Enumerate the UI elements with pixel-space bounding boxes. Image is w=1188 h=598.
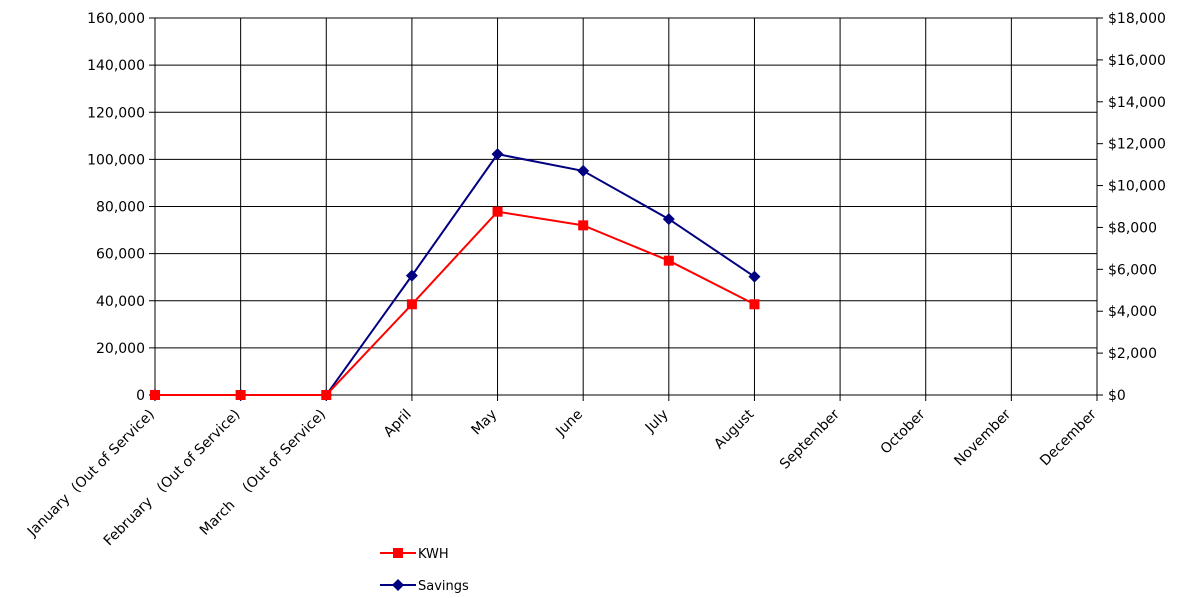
right-y-tick-label: $18,000 [1108, 11, 1166, 27]
legend-item-kwh: KWH [380, 547, 449, 562]
series-line-savings [155, 153, 756, 396]
axes: 0 20,000 40,000 60,000 80,000 100,000 120,000 1… [24, 11, 1166, 549]
right-y-tick-label: $8,000 [1108, 220, 1157, 236]
x-tick-label: December [1037, 406, 1100, 469]
data-point-kwh [492, 206, 503, 217]
legend-label: KWH [418, 547, 449, 562]
left-y-tick-label: 40,000 [96, 294, 145, 310]
x-tick-label: July [642, 407, 672, 437]
data-point-kwh [235, 390, 246, 400]
right-y-tick-label: $10,000 [1108, 179, 1166, 195]
left-y-tick-label: 140,000 [87, 58, 145, 74]
data-point-kwh [749, 299, 760, 310]
data-point-kwh [663, 255, 674, 266]
right-y-tick-label: $2,000 [1108, 346, 1157, 362]
right-y-tick-label: $4,000 [1108, 304, 1157, 320]
x-tick-label: August [711, 406, 757, 452]
right-y-tick-label: $6,000 [1108, 262, 1157, 278]
x-tick-label: September [777, 406, 843, 472]
x-tick-label: April [381, 407, 415, 441]
left-y-tick-label: 20,000 [96, 341, 145, 357]
series-layer [149, 148, 761, 401]
left-y-tick-label: 60,000 [96, 247, 145, 263]
left-y-tick-label: 120,000 [87, 105, 145, 121]
right-y-tick-label: $14,000 [1108, 95, 1166, 111]
series-kwh [150, 206, 760, 400]
grid [154, 17, 1098, 396]
series-line-kwh [155, 210, 755, 396]
x-tick-label: November [951, 406, 1014, 469]
left-y-tick-label: 80,000 [96, 200, 145, 216]
left-y-tick-label: 0 [136, 388, 145, 404]
x-tick-label: May [469, 407, 501, 439]
data-point-kwh [321, 390, 332, 400]
data-point-savings [662, 213, 675, 226]
right-y-tick-label: $12,000 [1108, 137, 1166, 153]
x-tick-label: June [552, 407, 586, 441]
data-point-savings [405, 269, 418, 282]
data-point-kwh [578, 220, 589, 231]
legend-item-savings: Savings [380, 579, 469, 594]
data-point-kwh [150, 390, 160, 400]
x-tick-label: October [878, 406, 929, 457]
data-point-savings [491, 148, 504, 161]
legend-marker [392, 579, 404, 591]
legend: KWH Savings [380, 547, 469, 594]
data-point-kwh [406, 299, 417, 310]
data-point-savings [748, 270, 761, 283]
right-y-tick-label: $16,000 [1108, 53, 1166, 69]
data-point-savings [577, 164, 590, 177]
legend-marker [393, 548, 403, 558]
legend-label: Savings [418, 579, 469, 594]
x-tick-label: February (Out of Service) [101, 407, 244, 550]
right-y-tick-label: $0 [1108, 388, 1126, 404]
left-y-tick-label: 160,000 [87, 11, 145, 27]
left-y-tick-label: 100,000 [87, 152, 145, 168]
